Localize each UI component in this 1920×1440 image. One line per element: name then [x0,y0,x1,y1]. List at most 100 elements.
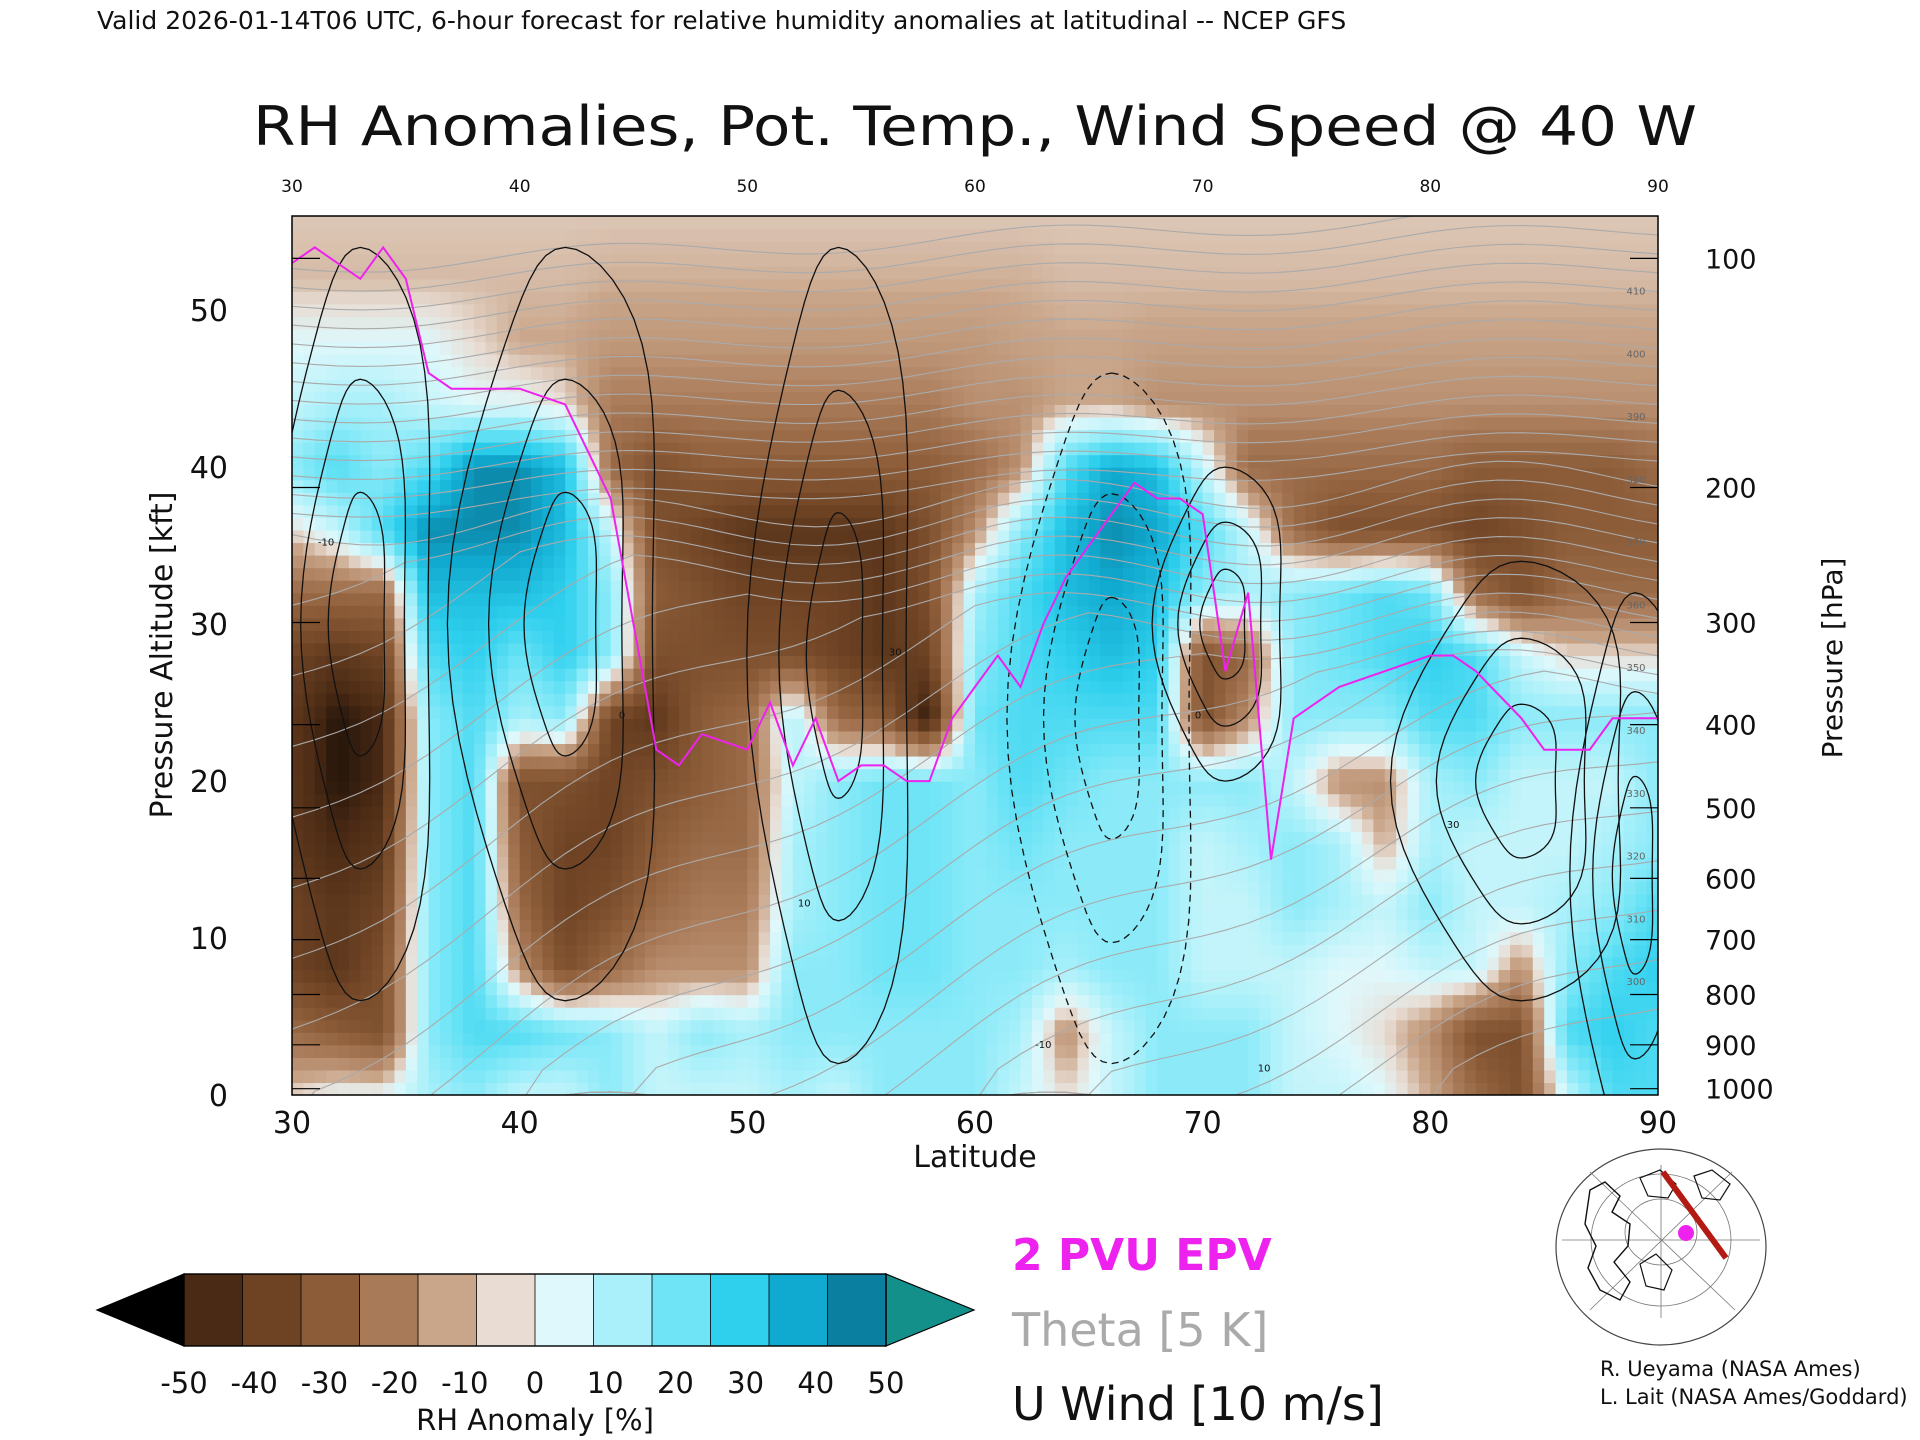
rh-cell [997,806,1010,820]
rh-cell [417,454,430,468]
rh-cell [314,303,327,318]
rh-cell [1088,216,1101,230]
rh-cell [633,303,646,318]
rh-cell [827,781,839,795]
rh-cell [690,316,703,330]
rh-cell [1088,642,1101,657]
rh-cell [1009,303,1022,318]
rh-cell [758,969,771,983]
rh-cell [348,567,361,581]
rh-cell [804,931,817,945]
rh-cell [428,630,441,644]
rh-cell [701,818,714,832]
rh-cell [1009,216,1022,230]
rh-cell [474,630,487,644]
rh-cell [462,329,475,343]
rh-cell [918,241,931,255]
rh-cell [542,931,555,945]
rh-cell [428,391,441,405]
rh-cell [394,743,407,757]
rh-cell [758,944,771,958]
rh-cell [292,1057,304,1071]
rh-cell [929,1032,942,1046]
rh-cell [1020,303,1033,318]
rh-cell [462,969,475,983]
rh-cell [576,228,589,242]
rh-cell [644,329,657,343]
rh-cell [827,919,839,933]
rh-cell [633,404,646,418]
rh-cell [690,1057,703,1071]
rh-cell [883,1044,896,1058]
rh-cell [747,981,760,996]
rh-cell [679,668,692,682]
rh-cell [883,216,896,230]
rh-cell [553,755,566,770]
rh-cell [292,529,304,544]
rh-cell [451,291,464,305]
rh-cell [360,868,373,883]
rh-cell [895,329,908,343]
rh-cell [975,768,987,782]
rh-cell [519,504,532,518]
rh-cell [439,1007,452,1021]
rh-cell [405,919,418,933]
rh-cell [337,416,350,431]
rh-cell [1066,404,1079,418]
rh-cell [918,341,931,355]
rh-cell [553,567,566,581]
rh-cell [451,806,464,820]
rh-cell [508,705,521,719]
rh-cell [838,479,851,493]
rh-cell [610,1032,623,1046]
rh-cell [371,404,384,418]
rh-cell [599,391,612,405]
rh-cell [1031,366,1044,380]
rh-cell [292,642,304,657]
rh-cell [485,743,498,757]
rh-cell [724,806,737,820]
rh-cell [348,580,361,594]
rh-cell [804,580,817,594]
rh-cell [906,1057,919,1071]
rh-cell [451,1019,464,1033]
rh-cell [303,981,316,996]
rh-cell [883,379,896,393]
rh-cell [781,517,794,531]
rh-cell [986,781,999,795]
rh-cell [713,944,726,958]
rh-cell [1054,806,1067,820]
rh-cell [371,504,384,518]
rh-cell [292,567,304,581]
rh-cell [1077,944,1090,958]
rh-cell [986,216,999,230]
rh-cell [929,1007,942,1021]
rh-cell [656,241,669,255]
rh-cell [519,492,532,506]
rh-cell [531,391,544,405]
rh-cell [827,379,839,393]
rh-cell [929,630,942,644]
rh-cell [679,253,692,267]
rh-cell [975,278,987,292]
rh-cell [474,1007,487,1021]
rh-cell [735,705,748,719]
rh-cell [1088,906,1101,920]
rh-cell [986,1019,999,1033]
rh-cell [576,718,589,732]
rh-cell [587,969,600,983]
rh-cell [531,818,544,832]
rh-cell [1066,617,1079,631]
rh-cell [599,655,612,669]
rh-cell [861,216,874,230]
rh-cell [1020,504,1033,518]
rh-cell [758,228,771,242]
rh-cell [303,994,316,1008]
rh-cell [735,241,748,255]
rh-cell [667,919,680,933]
rh-cell [451,366,464,380]
rh-cell [1020,1044,1033,1058]
rh-cell [781,906,794,920]
rh-cell [348,693,361,707]
rh-cell [428,492,441,506]
